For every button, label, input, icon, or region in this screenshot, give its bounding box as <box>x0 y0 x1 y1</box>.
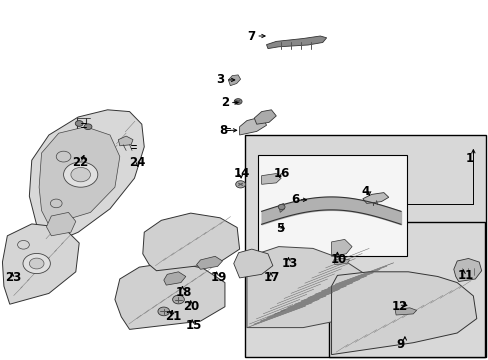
Circle shape <box>63 162 98 187</box>
Circle shape <box>75 121 83 126</box>
Text: 21: 21 <box>165 310 181 323</box>
Circle shape <box>71 167 90 182</box>
Text: 1: 1 <box>464 152 472 165</box>
Polygon shape <box>239 118 266 135</box>
Polygon shape <box>29 110 144 247</box>
Polygon shape <box>142 213 239 271</box>
Text: 16: 16 <box>273 167 289 180</box>
Polygon shape <box>233 249 272 278</box>
Text: 23: 23 <box>5 271 21 284</box>
Polygon shape <box>261 174 281 184</box>
Text: 2: 2 <box>221 96 229 109</box>
Text: 5: 5 <box>276 222 284 235</box>
Circle shape <box>234 99 242 104</box>
Polygon shape <box>278 203 284 212</box>
Text: 18: 18 <box>176 286 192 299</box>
Circle shape <box>23 253 50 274</box>
Text: 14: 14 <box>233 167 249 180</box>
Bar <box>257 155 406 256</box>
Polygon shape <box>46 212 76 236</box>
Polygon shape <box>362 193 388 203</box>
Circle shape <box>235 181 245 188</box>
Text: 10: 10 <box>330 253 346 266</box>
Polygon shape <box>196 256 222 269</box>
Polygon shape <box>333 258 349 265</box>
Polygon shape <box>115 262 224 329</box>
Polygon shape <box>163 272 185 285</box>
Text: 12: 12 <box>390 300 407 313</box>
Text: 17: 17 <box>264 271 280 284</box>
Text: 15: 15 <box>185 319 202 332</box>
Circle shape <box>278 204 285 210</box>
Circle shape <box>84 124 92 130</box>
Text: 4: 4 <box>361 185 369 198</box>
Text: 20: 20 <box>183 300 199 313</box>
Polygon shape <box>266 36 326 49</box>
Circle shape <box>158 307 169 316</box>
Circle shape <box>29 258 44 269</box>
Polygon shape <box>118 136 133 146</box>
Text: 7: 7 <box>247 30 255 42</box>
Circle shape <box>172 295 184 304</box>
Text: 24: 24 <box>129 156 145 169</box>
Text: 13: 13 <box>281 257 297 270</box>
Polygon shape <box>394 308 416 315</box>
Text: 19: 19 <box>210 271 226 284</box>
Polygon shape <box>453 258 481 282</box>
Polygon shape <box>331 239 351 256</box>
Polygon shape <box>331 272 476 355</box>
Text: 8: 8 <box>219 124 227 137</box>
Polygon shape <box>246 247 368 328</box>
Text: 6: 6 <box>291 193 299 206</box>
Text: 22: 22 <box>72 156 88 169</box>
Polygon shape <box>254 110 276 124</box>
Polygon shape <box>228 75 240 86</box>
Text: 11: 11 <box>456 269 472 282</box>
Polygon shape <box>39 127 120 225</box>
Bar <box>245 135 485 357</box>
Polygon shape <box>2 224 79 304</box>
Text: 9: 9 <box>395 338 404 351</box>
Text: 3: 3 <box>216 73 224 86</box>
Bar <box>328 222 484 357</box>
